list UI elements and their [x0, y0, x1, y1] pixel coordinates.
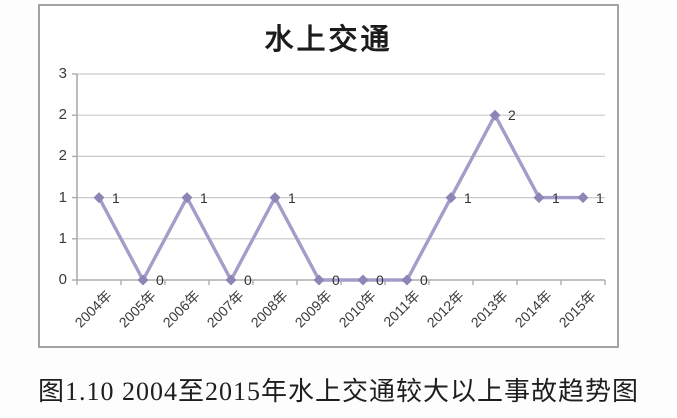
data-point-marker: [401, 274, 413, 286]
data-point-label: 0: [376, 272, 384, 288]
data-point-label: 1: [596, 189, 604, 206]
y-tick-label: 2: [58, 147, 67, 165]
series-line: [97, 113, 583, 282]
data-point-label: 1: [200, 189, 208, 206]
data-point-marker: [533, 192, 545, 204]
y-tick-label: 3: [58, 65, 67, 82]
data-point-label: 1: [112, 189, 120, 206]
y-tick-label: 0: [58, 271, 67, 288]
data-point-label: 1: [464, 189, 472, 206]
line-plot-canvas: [72, 73, 606, 286]
data-point-marker: [93, 192, 105, 204]
data-point-marker: [313, 274, 325, 286]
data-point-label: 0: [244, 272, 252, 288]
data-point-marker: [357, 274, 369, 286]
data-point-marker: [445, 192, 457, 204]
data-point-marker: [137, 274, 149, 286]
y-tick-label: 1: [58, 188, 67, 206]
data-point-label: 2: [508, 107, 516, 124]
data-point-label: 1: [552, 189, 560, 206]
data-point-label: 0: [420, 272, 428, 288]
data-point-label: 1: [288, 189, 296, 206]
chart-title: 水上交通: [264, 24, 393, 56]
data-point-label: 0: [332, 272, 340, 288]
data-point-marker: [577, 192, 589, 204]
data-point-label: 0: [156, 272, 164, 288]
data-point-marker: [181, 192, 193, 204]
data-point-marker: [225, 274, 237, 286]
data-point-marker: [269, 192, 281, 204]
y-tick-label: 1: [58, 229, 67, 247]
data-point-marker: [489, 109, 501, 121]
figure-caption: 图1.10 2004至2015年水上交通较大以上事故趋势图: [37, 377, 639, 406]
y-tick-label: 2: [58, 106, 67, 124]
